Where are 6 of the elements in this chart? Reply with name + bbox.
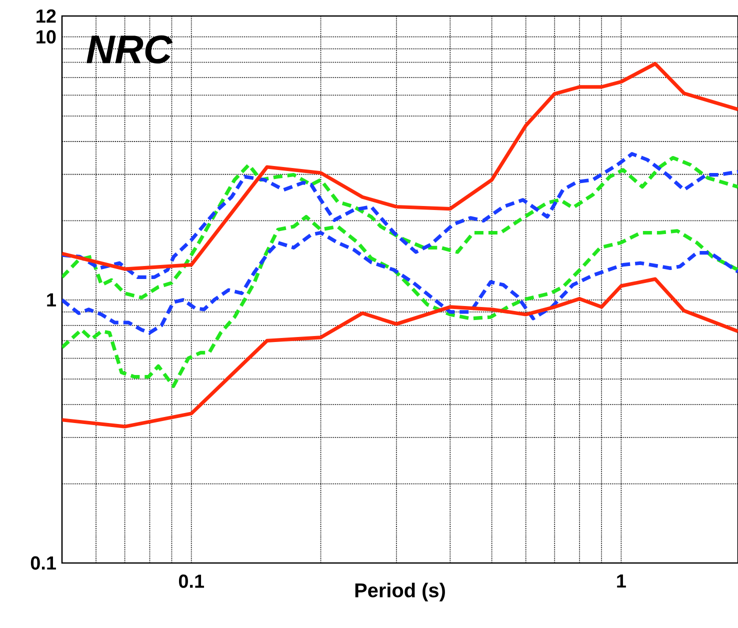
y-tick-label: 1 [47, 293, 56, 306]
y-tick-label: 10 [36, 30, 56, 44]
y-tick-label: 12 [36, 9, 56, 23]
y-tick-label: 0.1 [30, 556, 56, 570]
x-axis-title: Period (s) [355, 582, 445, 602]
annotation: NRC [86, 35, 173, 64]
